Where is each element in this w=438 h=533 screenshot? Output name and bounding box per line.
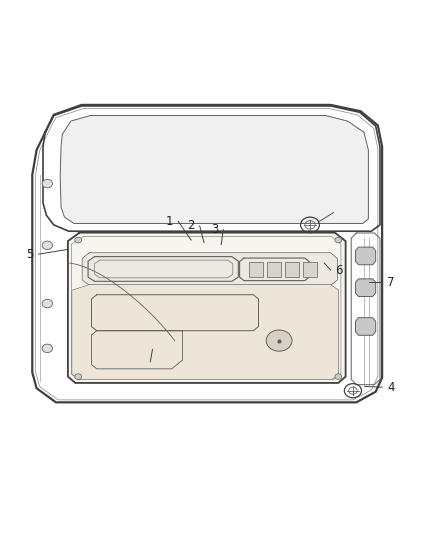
Polygon shape [267, 262, 281, 277]
Text: 6: 6 [336, 263, 343, 277]
Polygon shape [356, 247, 376, 265]
Text: 7: 7 [387, 276, 395, 289]
Circle shape [266, 330, 292, 351]
Circle shape [42, 300, 53, 308]
Polygon shape [68, 232, 346, 383]
Text: 1: 1 [166, 215, 173, 228]
Polygon shape [356, 279, 376, 296]
Text: 2: 2 [187, 220, 195, 232]
Polygon shape [72, 285, 338, 379]
Circle shape [75, 237, 81, 243]
Polygon shape [249, 262, 263, 277]
Text: 4: 4 [387, 381, 395, 394]
Polygon shape [82, 253, 337, 285]
Circle shape [42, 179, 53, 188]
Polygon shape [303, 262, 317, 277]
Circle shape [75, 374, 81, 379]
Text: 5: 5 [26, 248, 34, 261]
Circle shape [42, 344, 53, 353]
Text: 3: 3 [211, 223, 219, 236]
Polygon shape [356, 318, 376, 335]
Circle shape [335, 374, 342, 379]
Circle shape [335, 237, 342, 243]
Circle shape [42, 241, 53, 249]
Polygon shape [285, 262, 299, 277]
Polygon shape [60, 116, 368, 223]
